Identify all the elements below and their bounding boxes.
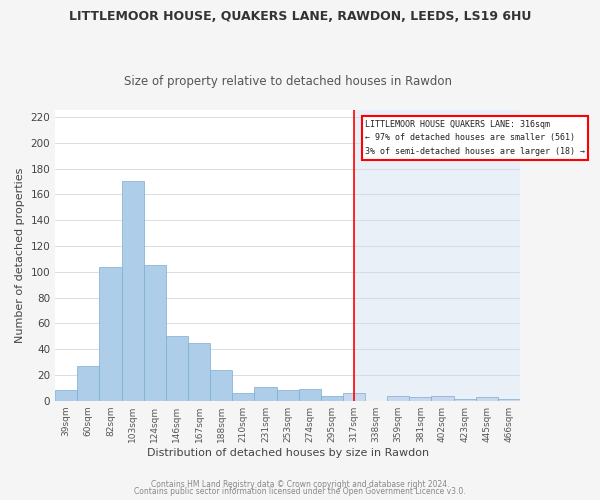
- Y-axis label: Number of detached properties: Number of detached properties: [15, 168, 25, 344]
- Bar: [166, 336, 188, 400]
- Bar: [387, 396, 409, 400]
- Bar: [55, 390, 77, 400]
- Bar: [354, 110, 520, 401]
- Text: Contains public sector information licensed under the Open Government Licence v3: Contains public sector information licen…: [134, 487, 466, 496]
- Bar: [122, 182, 144, 400]
- Bar: [144, 266, 166, 400]
- Bar: [232, 393, 254, 400]
- Bar: [77, 366, 100, 400]
- Bar: [476, 397, 498, 400]
- Title: Size of property relative to detached houses in Rawdon: Size of property relative to detached ho…: [124, 76, 452, 88]
- Text: LITTLEMOOR HOUSE QUAKERS LANE: 316sqm
← 97% of detached houses are smaller (561): LITTLEMOOR HOUSE QUAKERS LANE: 316sqm ← …: [365, 120, 585, 156]
- X-axis label: Distribution of detached houses by size in Rawdon: Distribution of detached houses by size …: [146, 448, 428, 458]
- Bar: [100, 266, 122, 400]
- Bar: [409, 397, 431, 400]
- Bar: [188, 342, 210, 400]
- Bar: [431, 396, 454, 400]
- Bar: [299, 389, 321, 400]
- Bar: [343, 393, 365, 400]
- Bar: [277, 390, 299, 400]
- Bar: [321, 396, 343, 400]
- Bar: [55, 110, 354, 401]
- Bar: [254, 386, 277, 400]
- Text: Contains HM Land Registry data © Crown copyright and database right 2024.: Contains HM Land Registry data © Crown c…: [151, 480, 449, 489]
- Bar: [210, 370, 232, 400]
- Text: LITTLEMOOR HOUSE, QUAKERS LANE, RAWDON, LEEDS, LS19 6HU: LITTLEMOOR HOUSE, QUAKERS LANE, RAWDON, …: [69, 10, 531, 23]
